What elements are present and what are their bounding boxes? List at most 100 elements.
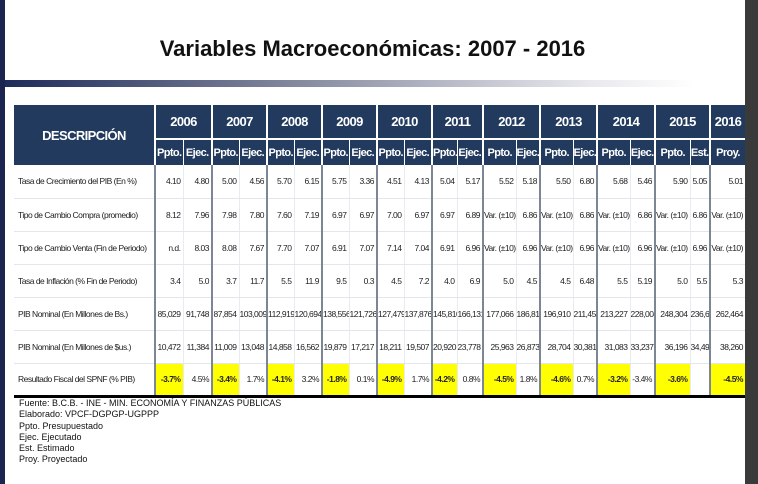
- value-cell: 177,066: [482, 297, 516, 331]
- value-cell: 7.14: [376, 231, 404, 265]
- value-cell: 121,726: [348, 297, 377, 331]
- value-cell: 30,381: [572, 330, 597, 364]
- table-row: Resultado Fiscal del SPNF (% PIB) -3.7% 4.…: [14, 363, 745, 398]
- value-cell: 6.86: [515, 198, 540, 232]
- subcolumn-header: Ejec.: [348, 139, 377, 165]
- row-label: PIB Nominal (En Millones de Bs.): [14, 297, 155, 331]
- value-cell: 87,854: [211, 297, 239, 331]
- value-cell: 5.01: [709, 165, 745, 199]
- value-cell: 19,879: [321, 330, 349, 364]
- value-cell: [689, 363, 710, 398]
- value-cell: 7.07: [293, 231, 322, 265]
- value-cell: 137,876: [403, 297, 432, 331]
- value-cell: 11.7: [238, 264, 267, 298]
- value-cell: 6.86: [689, 198, 710, 232]
- value-cell: n.d.: [154, 231, 183, 265]
- value-cell: 6.97: [348, 198, 377, 232]
- value-cell: 4.5: [539, 264, 573, 298]
- year-header: 2009: [321, 105, 377, 140]
- value-cell: Var. (±10): [482, 231, 516, 265]
- footnote-line: Proy. Proyectado: [19, 454, 88, 465]
- subcolumn-header: Ppto.: [321, 139, 349, 165]
- value-cell: Var. (±10): [482, 198, 516, 232]
- value-cell: 6.86: [629, 198, 655, 232]
- value-cell: 145,810: [431, 297, 457, 331]
- value-cell: 7.80: [238, 198, 267, 232]
- value-cell: 4.80: [182, 165, 212, 199]
- value-cell: -4.1%: [266, 363, 294, 398]
- value-cell: 5.5: [689, 264, 710, 298]
- row-label: Tasa de Inflación (% Fin de Periodo): [14, 264, 155, 298]
- value-cell: -3.4%: [211, 363, 239, 398]
- value-cell: 138,556: [321, 297, 349, 331]
- year-header: 2013: [539, 105, 597, 140]
- footnote-line: Elaborado: VPCF-DGPGP-UGPPP: [19, 409, 160, 420]
- value-cell: 7.2: [403, 264, 432, 298]
- value-cell: 5.70: [266, 165, 294, 199]
- value-cell: -3.6%: [654, 363, 690, 398]
- value-cell: -3.7%: [154, 363, 183, 398]
- value-cell: 248,304: [654, 297, 690, 331]
- value-cell: 6.9: [456, 264, 483, 298]
- subcolumn-header: Ppto.: [431, 139, 458, 165]
- year-header: 2008: [266, 105, 322, 140]
- year-header: 2011: [431, 105, 483, 140]
- slide-title: Variables Macroeconómicas: 2007 - 2016: [159, 36, 586, 61]
- value-cell: 25,963: [482, 330, 516, 364]
- value-cell: 34,493: [689, 330, 710, 364]
- value-cell: 38,260: [709, 330, 745, 364]
- value-cell: 4.10: [154, 165, 183, 199]
- subcolumn-header: Ejec.: [572, 139, 597, 165]
- table-row: Tasa de Inflación (% Fin de Periodo) 3.4 5…: [14, 264, 745, 298]
- subcolumn-header: Ppto.: [211, 139, 239, 165]
- value-cell: 28,704: [539, 330, 573, 364]
- value-cell: 213,227: [596, 297, 630, 331]
- value-cell: 19,507: [403, 330, 432, 364]
- value-cell: 4.0: [431, 264, 457, 298]
- value-cell: 5.3: [709, 264, 745, 298]
- value-cell: 8.12: [154, 198, 183, 232]
- value-cell: Var. (±10): [654, 198, 690, 232]
- row-label: Tipo de Cambio Compra (promedio): [14, 198, 155, 232]
- table-row: Tipo de Cambio Compra (promedio) 8.12 7.96…: [14, 198, 745, 232]
- subcolumn-header: Ppto.: [539, 139, 573, 165]
- value-cell: 6.48: [572, 264, 597, 298]
- value-cell: 4.5: [515, 264, 540, 298]
- slide-left-border: [0, 0, 5, 484]
- value-cell: 120,694: [293, 297, 322, 331]
- value-cell: 7.98: [211, 198, 239, 232]
- value-cell: 9.5: [321, 264, 349, 298]
- value-cell: 5.0: [654, 264, 690, 298]
- subcolumn-header: Ppto.: [654, 139, 690, 165]
- value-cell: Var. (±10): [539, 198, 573, 232]
- subcolumn-header: Ppto.: [266, 139, 294, 165]
- value-cell: 127,479: [376, 297, 404, 331]
- value-cell: 6.15: [293, 165, 322, 199]
- value-cell: 103,009: [238, 297, 267, 331]
- year-header: 2014: [596, 105, 655, 140]
- value-cell: 3.7: [211, 264, 239, 298]
- value-cell: 6.96: [629, 231, 655, 265]
- value-cell: 6.97: [321, 198, 349, 232]
- description-header: DESCRIPCIÓN: [14, 105, 155, 165]
- value-cell: 14,858: [266, 330, 294, 364]
- value-cell: 1.7%: [403, 363, 432, 398]
- value-cell: 7.70: [266, 231, 294, 265]
- gradient-divider: [5, 80, 695, 87]
- footnote-line: Fuente: B.C.B. - INE - MIN. ECONOMÍA Y F…: [19, 398, 282, 408]
- value-cell: 7.00: [376, 198, 404, 232]
- value-cell: 7.07: [348, 231, 377, 265]
- value-cell: 6.86: [572, 198, 597, 232]
- value-cell: -4.9%: [376, 363, 404, 398]
- footnotes: Fuente: B.C.B. - INE - MIN. ECONOMÍA Y F…: [19, 398, 281, 466]
- value-cell: 4.56: [238, 165, 267, 199]
- value-cell: 5.46: [629, 165, 655, 199]
- subcolumn-header: Ppto.: [376, 139, 404, 165]
- value-cell: 5.00: [211, 165, 239, 199]
- value-cell: 5.04: [431, 165, 457, 199]
- value-cell: 186,813: [515, 297, 540, 331]
- value-cell: -3.4%: [629, 363, 655, 398]
- value-cell: 6.80: [572, 165, 597, 199]
- value-cell: 3.2%: [293, 363, 322, 398]
- footnote-line: Ppto. Presupuestado: [19, 420, 104, 431]
